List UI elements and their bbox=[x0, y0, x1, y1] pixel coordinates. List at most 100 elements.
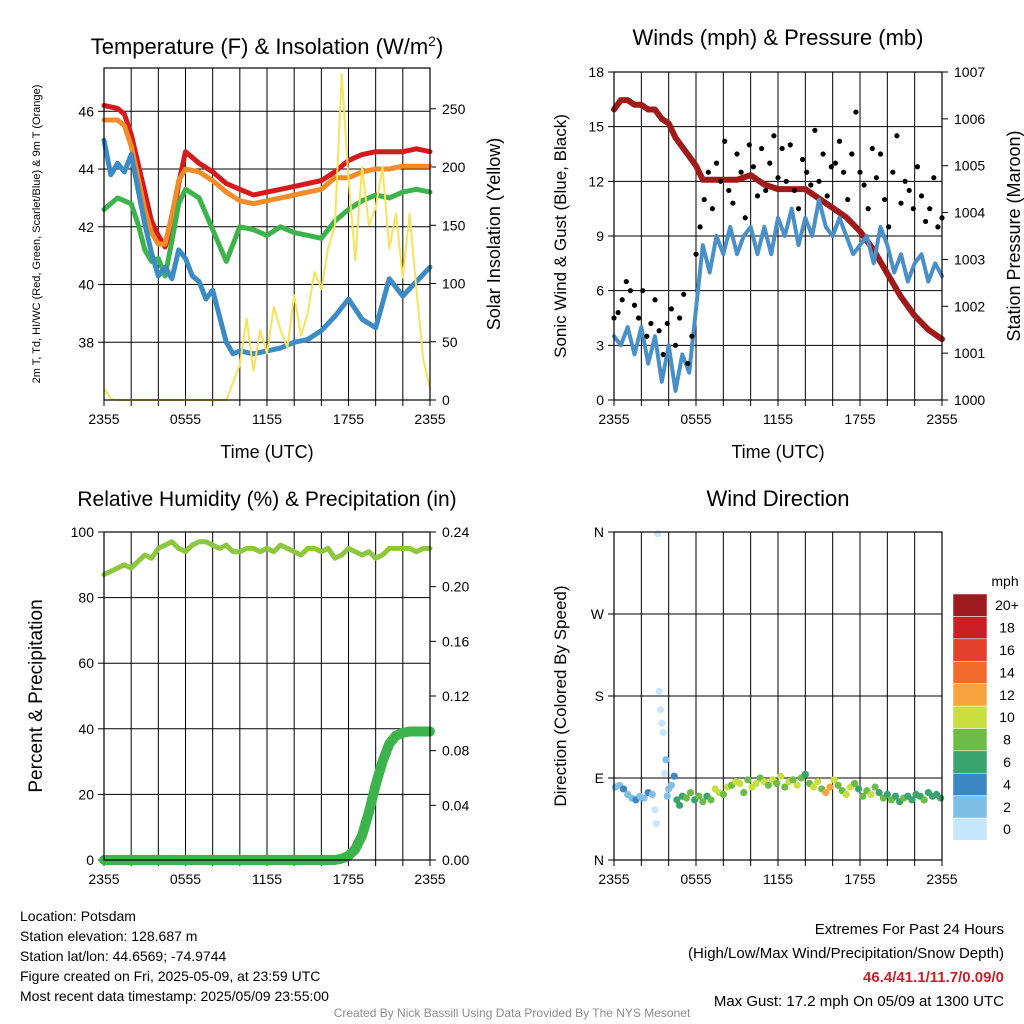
left-y-tick-label: 18 bbox=[588, 64, 604, 80]
gust-point bbox=[709, 206, 716, 212]
legend-swatch bbox=[952, 817, 988, 841]
right-y-tick-label: 0.04 bbox=[442, 797, 469, 813]
gust-point bbox=[906, 187, 912, 194]
left-y-tick-label: 44 bbox=[78, 161, 94, 177]
x-axis-label: Time (UTC) bbox=[220, 442, 313, 462]
plot-border bbox=[103, 67, 431, 401]
direction-point bbox=[859, 792, 867, 800]
x-tick-label: 1755 bbox=[844, 411, 875, 427]
direction-point bbox=[707, 796, 715, 804]
speed-legend: mph 0 2 4 6 8 10 12 14 16 18 20+ bbox=[952, 573, 1019, 841]
left-y-tick-label: 80 bbox=[78, 590, 94, 606]
legend-label: 18 bbox=[999, 620, 1015, 636]
gust-point bbox=[890, 169, 896, 175]
direction-point bbox=[850, 779, 859, 788]
x-tick-label: 2355 bbox=[598, 871, 629, 887]
right-y-tick-label: 1003 bbox=[954, 251, 985, 267]
direction-point bbox=[662, 756, 670, 764]
gust-point bbox=[648, 320, 654, 327]
direction-point bbox=[752, 779, 760, 788]
legend-label: 4 bbox=[1003, 776, 1011, 792]
direction-point bbox=[891, 792, 900, 800]
legend-swatch bbox=[952, 795, 988, 819]
gust-point bbox=[812, 127, 818, 133]
extremes-info: Extremes For Past 24 Hours (High/Low/Max… bbox=[688, 918, 1004, 1014]
gust-point bbox=[701, 196, 707, 203]
extremes-values: 46.4/41.1/11.7/0.09/0 bbox=[863, 969, 1004, 986]
direction-point bbox=[652, 819, 660, 828]
gust-point bbox=[615, 309, 621, 316]
right-y-tick-label: 1002 bbox=[954, 298, 985, 314]
direction-point bbox=[855, 785, 863, 793]
right-y-tick-label: 100 bbox=[442, 276, 466, 292]
left-y-axis-label: Sonic Wind & Gust (Blue, Black) bbox=[551, 114, 570, 358]
orange-9m-temp-line bbox=[101, 117, 433, 247]
left-y-tick-label: 0 bbox=[86, 852, 94, 868]
direction-point bbox=[793, 781, 801, 789]
gust-point bbox=[750, 164, 757, 170]
extremes-subtitle: (High/Low/Max Wind/Precipitation/Snow De… bbox=[688, 945, 1004, 962]
left-y-tick-label: 46 bbox=[78, 103, 94, 119]
left-y-tick-label: E bbox=[595, 770, 604, 786]
left-y-axis-label: 2m T, Td, HI/WC (Red, Green, Scarlet/Blu… bbox=[31, 85, 43, 384]
left-y-tick-label: S bbox=[595, 688, 604, 704]
plot-border bbox=[613, 71, 943, 401]
right-y-tick-label: 50 bbox=[442, 334, 458, 350]
legend-label: 14 bbox=[999, 664, 1015, 680]
direction-point bbox=[670, 772, 678, 780]
left-y-tick-label: 40 bbox=[78, 721, 94, 737]
gust-point bbox=[832, 160, 839, 166]
direction-point bbox=[871, 783, 879, 791]
credit-line: Created By Nick Bassill Using Data Provi… bbox=[333, 1006, 691, 1020]
legend-swatch bbox=[952, 683, 988, 707]
gust-point bbox=[668, 306, 675, 312]
legend-label: 16 bbox=[999, 642, 1015, 658]
left-y-tick-label: 42 bbox=[78, 219, 94, 235]
gust-point bbox=[800, 156, 806, 163]
x-tick-label: 1755 bbox=[333, 411, 364, 427]
gust-point bbox=[672, 342, 679, 348]
direction-point bbox=[640, 794, 648, 802]
left-y-tick-label: 38 bbox=[78, 334, 94, 350]
x-tick-label: 2355 bbox=[926, 411, 957, 427]
gust-point bbox=[693, 251, 699, 257]
legend-swatch bbox=[952, 660, 988, 684]
gust-point bbox=[631, 302, 638, 308]
direction-point bbox=[801, 770, 809, 778]
gust-point bbox=[877, 151, 884, 157]
max-gust-label: Max Gust: 17.2 mph On 05/09 at 1300 UTC bbox=[713, 993, 1004, 1010]
panel-2: 2355 0555 1155 1755 2355 Winds (mph) & Pressu… bbox=[551, 25, 1024, 462]
gust-point bbox=[636, 315, 642, 321]
direction-point bbox=[773, 779, 781, 788]
direction-point bbox=[654, 530, 662, 538]
right-y-tick-label: 1005 bbox=[954, 158, 985, 174]
gust-point bbox=[734, 151, 740, 157]
blue-windchill-line bbox=[101, 137, 433, 357]
right-y-tick-label: 0.08 bbox=[442, 743, 469, 759]
gust-point bbox=[787, 142, 793, 148]
left-y-tick-label: 60 bbox=[78, 655, 94, 671]
direction-point bbox=[656, 706, 665, 714]
direction-point bbox=[842, 790, 850, 799]
direction-point bbox=[659, 728, 667, 737]
direction-point bbox=[744, 776, 752, 784]
gust-point bbox=[746, 142, 752, 148]
direction-point bbox=[789, 776, 797, 784]
right-y-tick-label: 1007 bbox=[954, 64, 985, 80]
direction-point bbox=[736, 779, 744, 788]
blue-sonic-wind-line bbox=[612, 197, 944, 393]
gust-point bbox=[927, 206, 933, 212]
panel-title: Winds (mph) & Pressure (mb) bbox=[633, 25, 924, 50]
title-close: ) bbox=[436, 34, 443, 59]
gust-point bbox=[689, 333, 695, 339]
x-tick-label: 1755 bbox=[844, 871, 875, 887]
panel-title: Relative Humidity (%) & Precipitation (i… bbox=[77, 488, 456, 511]
direction-point bbox=[777, 772, 785, 780]
panel-3: 2355 0555 1155 1755 2355 Relative Humidity (%… bbox=[26, 488, 469, 887]
legend-label: 6 bbox=[1003, 754, 1011, 770]
direction-point bbox=[781, 783, 789, 791]
latlon-label: Station lat/lon: 44.6569; -74.9744 bbox=[20, 948, 227, 964]
gust-point bbox=[873, 175, 880, 181]
direction-point bbox=[667, 781, 676, 789]
direction-point bbox=[822, 788, 830, 797]
